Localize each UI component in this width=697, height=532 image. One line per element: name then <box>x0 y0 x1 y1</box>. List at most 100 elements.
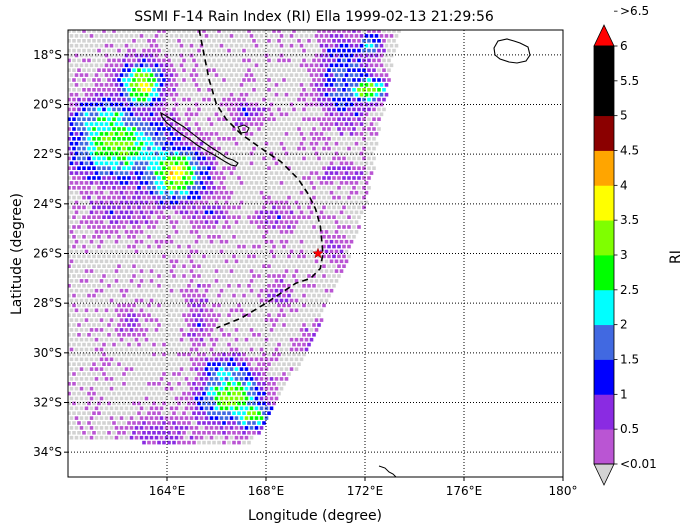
swath-pixel <box>249 239 254 244</box>
swath-pixel <box>164 132 169 136</box>
swath-pixel <box>109 386 114 391</box>
swath-pixel <box>267 323 271 327</box>
swath-pixel <box>87 127 91 131</box>
swath-pixel <box>342 117 346 121</box>
swath-pixel <box>179 230 184 234</box>
swath-pixel <box>204 34 209 38</box>
swath-pixel <box>192 303 196 308</box>
swath-pixel <box>214 132 219 136</box>
swath-pixel <box>272 215 276 219</box>
swath-pixel <box>147 166 151 170</box>
swath-pixel <box>329 102 334 107</box>
swath-pixel <box>142 382 146 386</box>
swath-pixel <box>304 151 309 156</box>
swath-pixel <box>77 186 81 190</box>
swath-pixel <box>157 254 161 259</box>
swath-pixel <box>202 68 206 72</box>
swath-pixel <box>219 112 224 117</box>
swath-pixel <box>219 249 224 254</box>
swath-pixel <box>97 156 101 161</box>
swath-pixel <box>312 225 316 229</box>
swath-pixel <box>97 225 101 229</box>
swath-pixel <box>244 347 249 352</box>
swath-pixel <box>114 328 119 332</box>
swath-pixel <box>107 293 111 298</box>
swath-pixel <box>264 269 269 273</box>
swath-pixel <box>134 83 139 87</box>
swath-pixel <box>232 205 236 210</box>
swath-pixel <box>77 313 81 317</box>
swath-pixel <box>239 318 244 322</box>
x-tick-label: 172°E <box>347 484 384 498</box>
swath-pixel <box>79 308 84 313</box>
swath-pixel <box>72 215 76 219</box>
swath-pixel <box>269 122 274 126</box>
swath-pixel <box>289 83 294 87</box>
swath-pixel <box>212 303 216 308</box>
swath-pixel <box>92 323 96 327</box>
swath-pixel <box>162 352 166 357</box>
swath-pixel <box>167 48 171 53</box>
swath-pixel <box>259 406 264 411</box>
swath-pixel <box>82 391 86 396</box>
swath-pixel <box>374 122 379 126</box>
swath-pixel <box>174 239 179 244</box>
swath-pixel <box>292 166 296 170</box>
swath-pixel <box>179 161 184 166</box>
swath-pixel <box>194 318 199 322</box>
swath-pixel <box>269 337 274 342</box>
swath-pixel <box>172 382 176 386</box>
swath-pixel <box>132 137 136 141</box>
swath-pixel <box>87 205 91 210</box>
swath-pixel <box>292 235 296 239</box>
swath-pixel <box>222 372 226 376</box>
swath-pixel <box>139 288 144 293</box>
swath-pixel <box>297 274 301 278</box>
swath-pixel <box>287 293 291 298</box>
swath-pixel <box>204 279 209 283</box>
swath-pixel <box>332 127 336 131</box>
swath-pixel <box>177 313 181 317</box>
swath-pixel <box>119 83 124 87</box>
swath-pixel <box>309 132 314 136</box>
swath-pixel <box>204 112 209 117</box>
swath-pixel <box>77 146 81 151</box>
swath-pixel <box>119 200 124 205</box>
swath-pixel <box>107 117 111 121</box>
swath-pixel <box>132 431 136 435</box>
swath-pixel <box>334 63 339 68</box>
swath-pixel <box>217 39 221 43</box>
swath-pixel <box>99 181 104 185</box>
swath-pixel <box>152 39 156 43</box>
swath-pixel <box>244 171 249 175</box>
swath-pixel <box>254 102 259 107</box>
swath-pixel <box>204 171 209 175</box>
swath-pixel <box>187 401 191 406</box>
swath-pixel <box>89 288 94 293</box>
swath-pixel <box>277 225 281 229</box>
swath-pixel <box>68 117 71 121</box>
swath-pixel <box>197 176 201 180</box>
swath-pixel <box>112 156 116 161</box>
swath-pixel <box>214 328 219 332</box>
swath-pixel <box>322 78 326 82</box>
swath-pixel <box>259 102 264 107</box>
swath-pixel <box>97 78 101 82</box>
swath-pixel <box>142 137 146 141</box>
swath-pixel <box>117 303 121 308</box>
swath-pixel <box>297 205 301 210</box>
swath-pixel <box>274 73 279 77</box>
swath-pixel <box>82 362 86 366</box>
y-tick-label: 32°S <box>33 396 62 410</box>
swath-pixel <box>137 284 141 288</box>
swath-pixel <box>292 205 296 210</box>
swath-pixel <box>304 43 309 48</box>
swath-pixel <box>322 244 326 249</box>
swath-pixel <box>204 181 209 185</box>
swath-pixel <box>277 107 281 112</box>
swath-pixel <box>169 406 174 411</box>
swath-pixel <box>194 406 199 411</box>
swath-pixel <box>367 88 371 92</box>
swath-pixel <box>132 146 136 151</box>
swath-pixel <box>237 156 241 161</box>
